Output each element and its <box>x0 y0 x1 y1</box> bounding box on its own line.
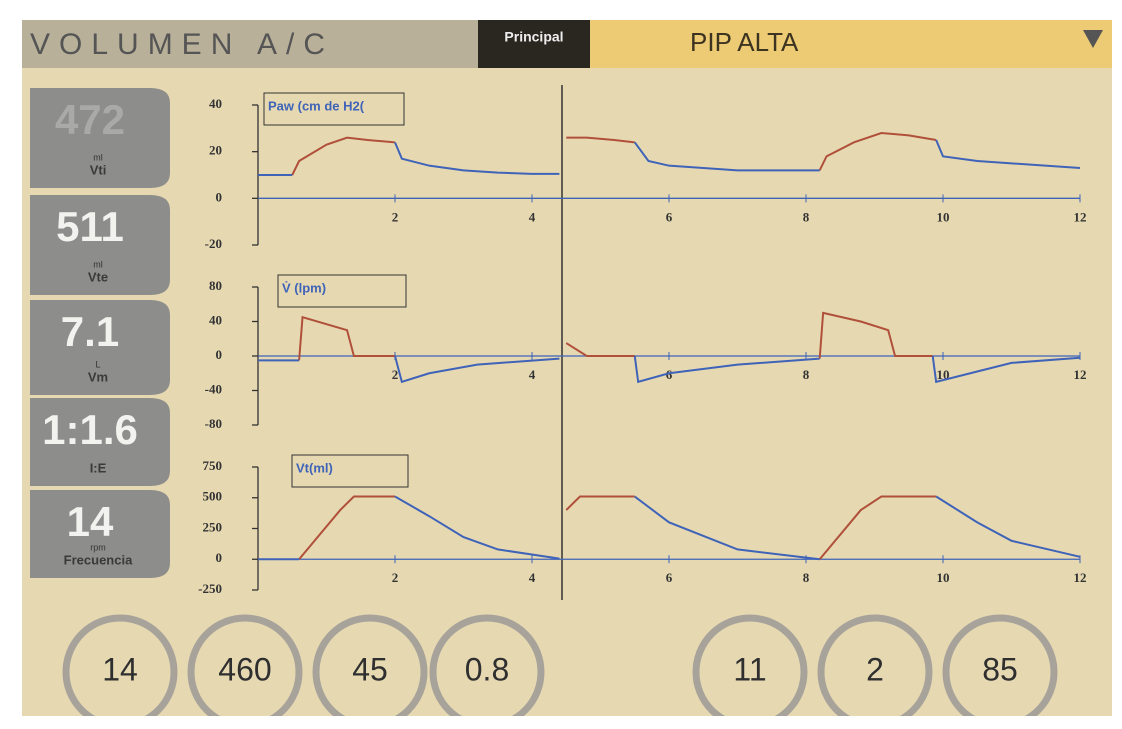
y-tick-label: 0 <box>216 550 223 565</box>
x-tick-label: 2 <box>392 209 399 224</box>
knob-value[interactable]: 2 <box>866 651 884 687</box>
y-tick-label: -250 <box>198 581 222 596</box>
readout-label: Frecuencia <box>64 552 133 567</box>
readout-unit: ml <box>93 259 103 269</box>
x-tick-label: 12 <box>1074 209 1087 224</box>
y-tick-label: -80 <box>205 416 222 431</box>
x-tick-label: 2 <box>392 367 399 382</box>
knob-value[interactable]: 11 <box>733 651 766 687</box>
x-tick-label: 4 <box>529 367 536 382</box>
alarm-bar <box>590 20 1112 68</box>
y-tick-label: 80 <box>209 278 222 293</box>
chart-title: V̇ (lpm) <box>282 280 326 295</box>
y-tick-label: 750 <box>203 458 223 473</box>
readout-value: 1:1.6 <box>42 406 138 453</box>
alarm-text: PIP ALTA <box>690 27 799 57</box>
readout-label: Vm <box>88 369 108 384</box>
bottom-edge <box>0 716 1122 729</box>
tab-label[interactable]: Principal <box>504 29 563 45</box>
readout-value: 472 <box>55 96 125 143</box>
readout-value: 14 <box>67 498 114 545</box>
x-tick-label: 10 <box>937 209 950 224</box>
x-tick-label: 10 <box>937 570 950 585</box>
mode-title: VOLUMEN A/C <box>30 28 334 61</box>
screen: VOLUMEN A/C Principal PIP ALTA 472mlVti5… <box>0 0 1122 729</box>
readout-label: Vte <box>88 269 108 284</box>
readout-unit: ml <box>93 152 103 162</box>
y-tick-label: 250 <box>203 519 223 534</box>
y-tick-label: -40 <box>205 381 222 396</box>
knob-value[interactable]: 85 <box>982 651 1018 687</box>
knob-value[interactable]: 45 <box>352 651 388 687</box>
x-tick-label: 8 <box>803 367 810 382</box>
x-tick-label: 6 <box>666 209 673 224</box>
x-tick-label: 12 <box>1074 570 1087 585</box>
knob-value[interactable]: 0.8 <box>465 651 509 687</box>
chart-title: Vt(ml) <box>296 460 333 475</box>
readout-value: 511 <box>56 203 124 250</box>
chart-title: Paw (cm de H2( <box>268 98 365 113</box>
knob-value[interactable]: 14 <box>102 651 138 687</box>
y-tick-label: 40 <box>209 312 222 327</box>
readout-label: Vti <box>90 162 107 177</box>
x-tick-label: 12 <box>1074 367 1087 382</box>
x-tick-label: 8 <box>803 209 810 224</box>
y-tick-label: 40 <box>209 96 222 111</box>
y-tick-label: 20 <box>209 143 222 158</box>
x-tick-label: 4 <box>529 209 536 224</box>
y-tick-label: 0 <box>216 189 223 204</box>
readout-value: 7.1 <box>61 308 119 355</box>
knob-value[interactable]: 460 <box>218 651 271 687</box>
y-tick-label: 0 <box>216 347 223 362</box>
x-tick-label: 6 <box>666 570 673 585</box>
x-tick-label: 2 <box>392 570 399 585</box>
y-tick-label: -20 <box>205 236 222 251</box>
readout-label: I:E <box>90 460 107 475</box>
x-tick-label: 8 <box>803 570 810 585</box>
readout-unit: rpm <box>90 542 106 552</box>
y-tick-label: 500 <box>203 489 223 504</box>
readout-unit: L <box>95 359 100 369</box>
x-tick-label: 4 <box>529 570 536 585</box>
